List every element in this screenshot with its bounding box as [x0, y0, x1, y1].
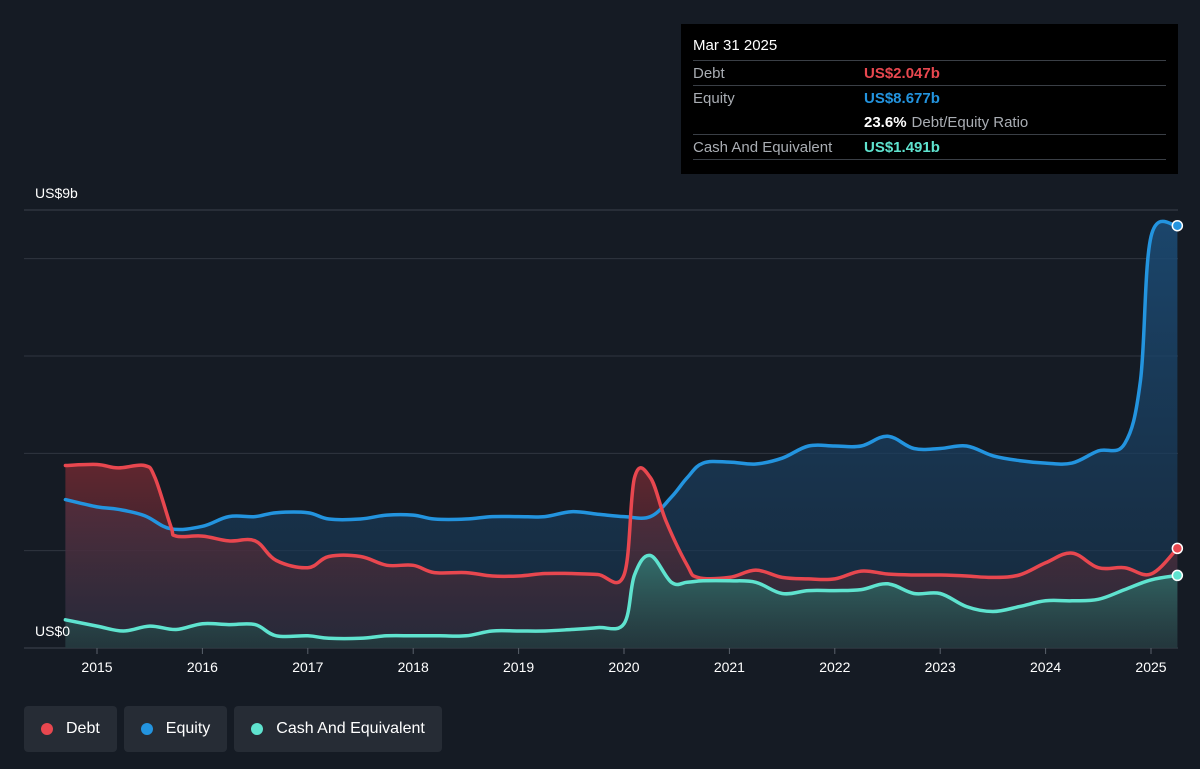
x-tick-label: 2023: [925, 659, 956, 675]
legend-label-equity: Equity: [165, 720, 211, 737]
cash-dot-icon: [251, 723, 264, 735]
tooltip-debt-label: Debt: [693, 64, 725, 82]
x-tick-label: 2022: [819, 659, 850, 675]
x-tick-label: 2025: [1135, 659, 1166, 675]
tooltip-cash-label: Cash And Equivalent: [693, 138, 833, 156]
equity-endpoint[interactable]: [1171, 219, 1184, 232]
series-areas: [65, 221, 1178, 648]
legend-label-debt: Debt: [66, 720, 100, 737]
legend-item-equity[interactable]: Equity: [123, 706, 228, 752]
y-axis-bottom-label: US$0: [35, 623, 70, 639]
equity-line: [63, 219, 1180, 532]
legend-item-cash[interactable]: Cash And Equivalent: [234, 706, 442, 752]
cash-and-equivalent-endpoint[interactable]: [1171, 569, 1184, 582]
series-lines: [63, 219, 1180, 641]
tooltip-cash-value: US$1.491b: [864, 138, 940, 156]
x-tick-label: 2017: [292, 659, 323, 675]
cash-and-equivalent-area: [65, 555, 1178, 648]
debt-endpoint[interactable]: [1171, 542, 1184, 555]
tooltip-equity-row: Equity US$8.677b: [693, 85, 1166, 110]
equity-dot-icon: [140, 723, 153, 735]
chart-legend: Debt Equity Cash And Equivalent: [24, 706, 442, 752]
debt-dot-icon: [41, 723, 53, 735]
data-tooltip: Mar 31 2025 Debt US$2.047b Equity US$8.6…: [681, 24, 1178, 174]
legend-item-debt[interactable]: Debt: [24, 706, 117, 752]
x-tick-label: 2020: [608, 659, 639, 675]
tooltip-debt-row: Debt US$2.047b: [693, 60, 1166, 85]
x-tick-label: 2021: [714, 659, 745, 675]
legend-label-cash: Cash And Equivalent: [276, 720, 425, 737]
tooltip-equity-label: Equity: [693, 89, 735, 107]
tooltip-equity-value: US$8.677b: [864, 89, 940, 107]
tooltip-ratio-row: 23.6% Debt/Equity Ratio: [693, 110, 1166, 134]
x-tick-label: 2024: [1030, 659, 1061, 675]
x-tick-label: 2016: [187, 659, 218, 675]
x-tick-label: 2015: [81, 659, 112, 675]
series-endpoints: [1171, 219, 1184, 582]
tooltip-debt-value: US$2.047b: [864, 64, 940, 82]
tooltip-ratio-label: Debt/Equity Ratio: [911, 113, 1029, 131]
x-tick-label: 2019: [503, 659, 534, 675]
cash-and-equivalent-line: [63, 553, 1180, 641]
y-axis-top-label: US$9b: [35, 185, 78, 201]
equity-area: [65, 221, 1178, 648]
x-tick-label: 2018: [398, 659, 429, 675]
x-axis: 2015 2016 2017 2018 2019 2020 2021 2022 2023 2024…: [81, 648, 1167, 675]
tooltip-cash-row: Cash And Equivalent US$1.491b: [693, 134, 1166, 160]
debt-line: [63, 462, 1180, 585]
tooltip-date: Mar 31 2025: [693, 37, 778, 54]
tooltip-ratio-value: 23.6%: [864, 113, 907, 131]
